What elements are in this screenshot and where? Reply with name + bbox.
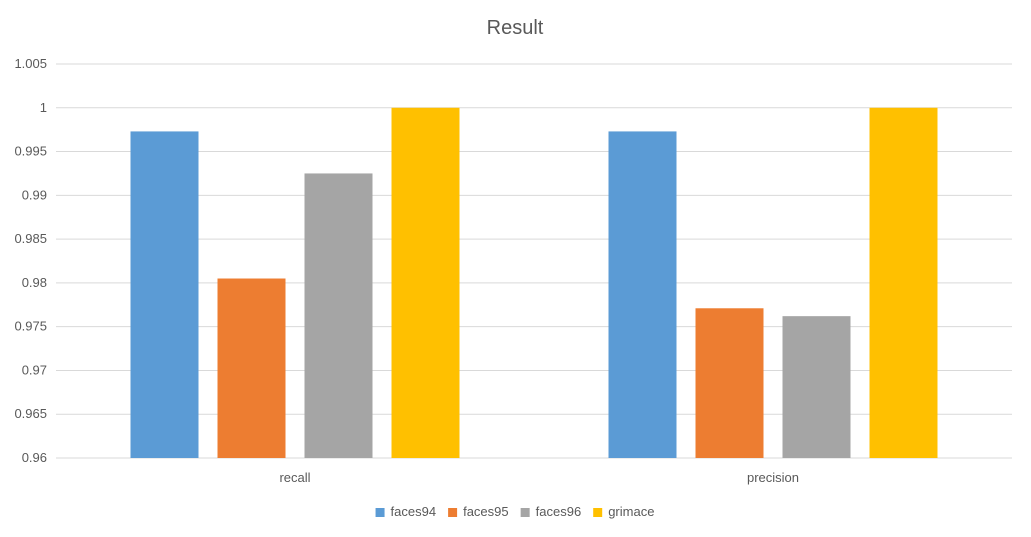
y-tick-label: 1.005 bbox=[14, 56, 47, 71]
bar-faces94-recall bbox=[130, 131, 199, 458]
y-tick-label: 0.975 bbox=[14, 319, 47, 334]
y-tick-label: 0.965 bbox=[14, 406, 47, 421]
y-tick-label: 1 bbox=[40, 100, 47, 115]
y-tick-label: 0.96 bbox=[22, 450, 47, 465]
bar-grimace-recall bbox=[391, 107, 460, 459]
bar-faces96-precision bbox=[782, 316, 851, 458]
bar-grimace-precision bbox=[869, 107, 938, 459]
bars bbox=[130, 107, 938, 459]
y-tick-label: 0.98 bbox=[22, 275, 47, 290]
legend-item-faces95: faces95 bbox=[448, 504, 509, 519]
legend-label: faces94 bbox=[391, 504, 437, 519]
legend: faces94 faces95 faces96 grimace bbox=[375, 504, 654, 519]
legend-label: faces95 bbox=[463, 504, 509, 519]
chart-title: Result bbox=[487, 17, 544, 39]
bar-faces96-recall bbox=[304, 173, 373, 458]
category-label: recall bbox=[279, 470, 310, 485]
y-tick-label: 0.99 bbox=[22, 187, 47, 202]
y-tick-label: 0.97 bbox=[22, 362, 47, 377]
legend-swatch bbox=[520, 508, 530, 517]
gridlines bbox=[56, 63, 1012, 459]
x-axis-category-labels: recall precision bbox=[279, 470, 799, 485]
y-axis-tick-labels: 0.96 0.965 0.97 0.975 0.98 0.985 0.99 0.995 1 1.0… bbox=[14, 56, 47, 465]
bar-faces94-precision bbox=[608, 131, 677, 458]
y-tick-label: 0.995 bbox=[14, 144, 47, 159]
legend-label: faces96 bbox=[536, 504, 582, 519]
y-tick-label: 0.985 bbox=[14, 231, 47, 246]
legend-item-faces96: faces96 bbox=[520, 504, 582, 519]
legend-swatch bbox=[448, 508, 458, 517]
category-label: precision bbox=[747, 470, 799, 485]
legend-item-grimace: grimace bbox=[593, 504, 654, 519]
legend-swatch bbox=[593, 508, 603, 517]
legend-swatch bbox=[375, 508, 385, 517]
legend-item-faces94: faces94 bbox=[375, 504, 437, 519]
bar-faces95-recall bbox=[217, 278, 286, 458]
bar-faces95-precision bbox=[695, 308, 764, 458]
legend-label: grimace bbox=[608, 504, 654, 519]
